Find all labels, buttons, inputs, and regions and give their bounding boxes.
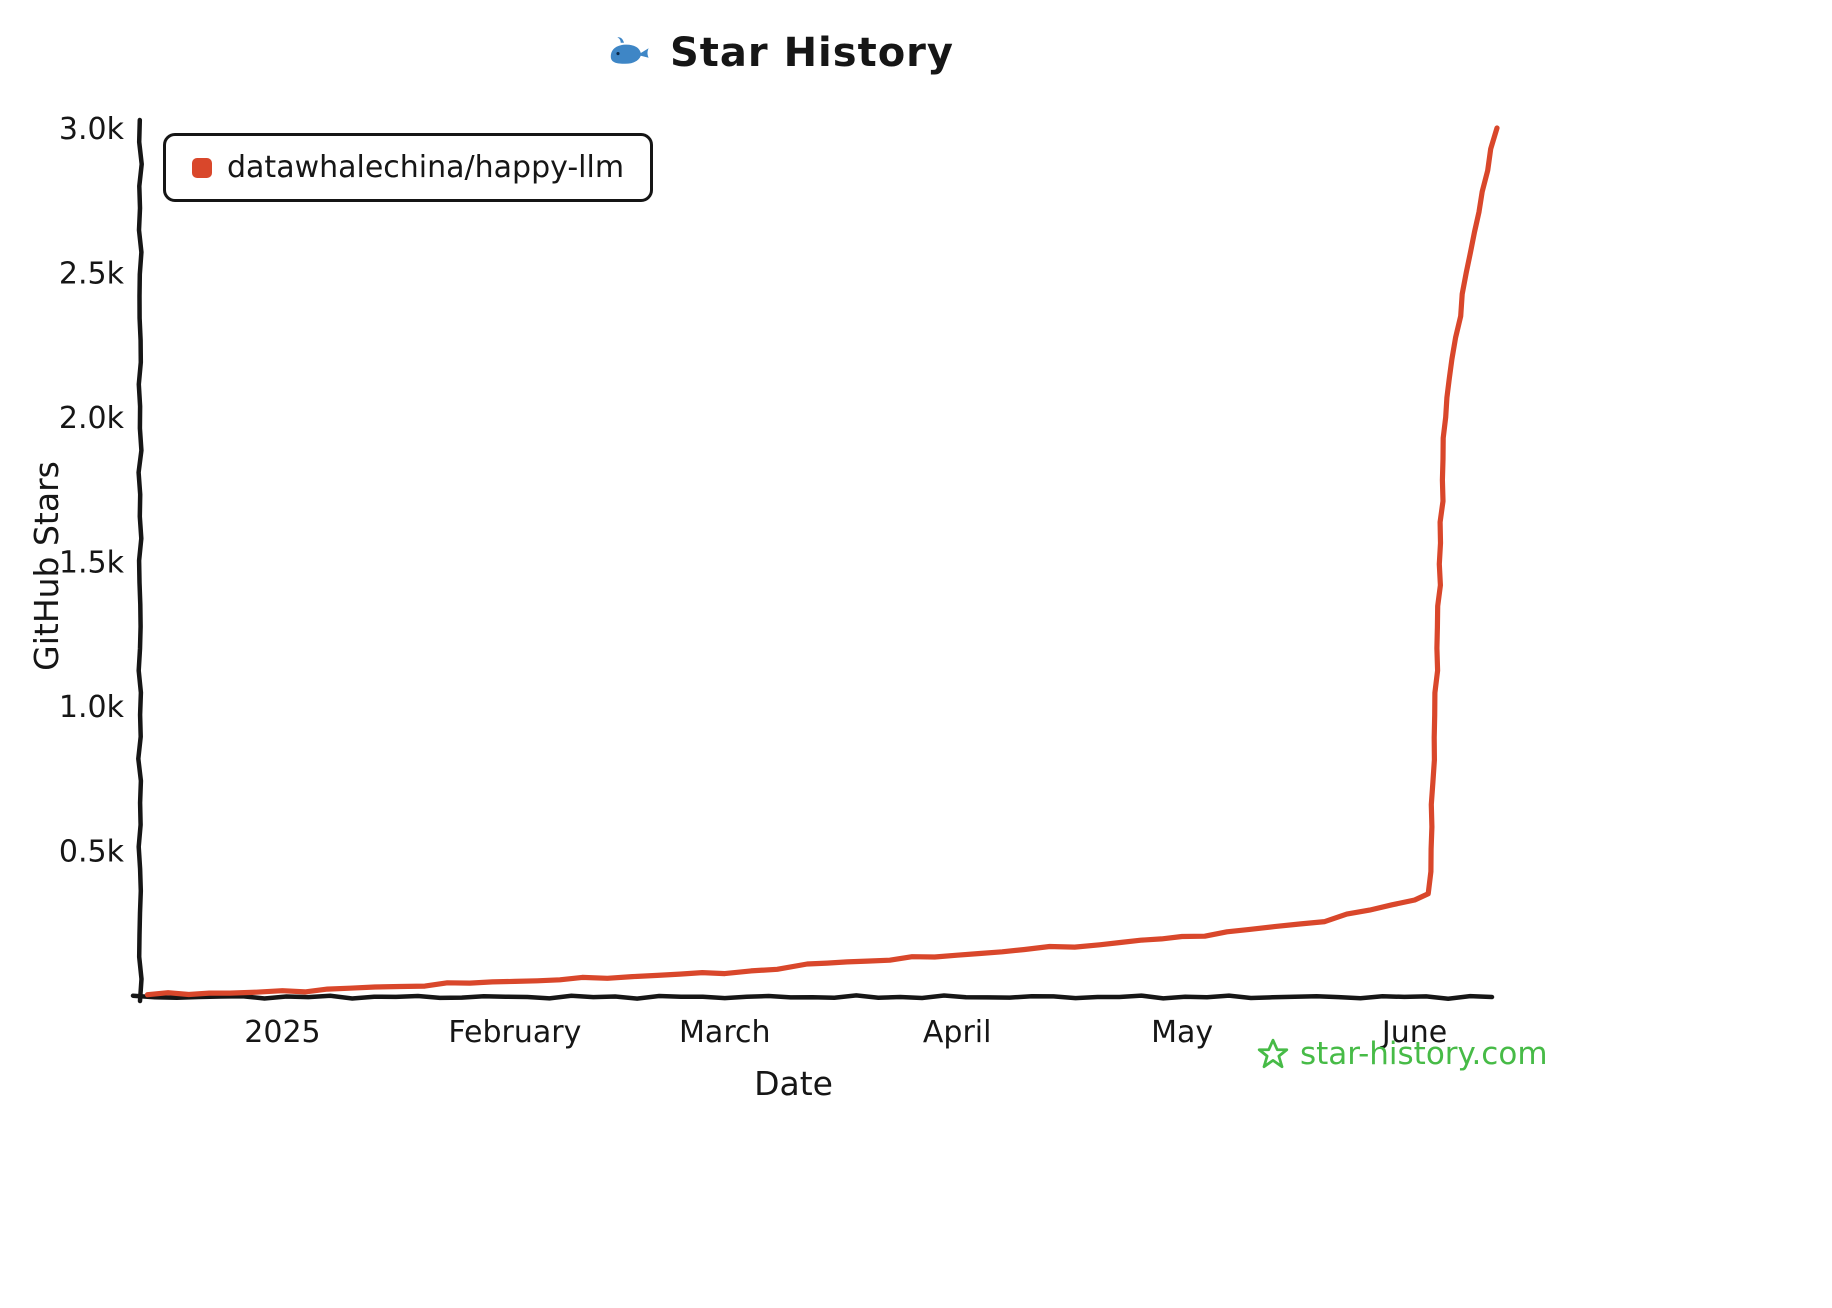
y-tick-label: 2.5k [59, 257, 125, 292]
site-credit-link[interactable]: star-history.com [1256, 1036, 1548, 1072]
y-tick-label: 1.0k [59, 690, 125, 725]
x-tick-label: February [448, 1015, 581, 1050]
y-axis-title: GitHub Stars [27, 461, 66, 671]
x-tick-label: May [1151, 1015, 1213, 1050]
legend: datawhalechina/happy-llm [163, 133, 654, 202]
x-axis [130, 993, 1495, 1001]
y-tick-label: 3.0k [59, 112, 125, 147]
y-tick-label: 0.5k [59, 835, 125, 870]
y-axis [136, 117, 144, 1004]
x-axis-title: Date [754, 1064, 833, 1103]
x-tick-label: June [1380, 1015, 1447, 1050]
site-credit-text: star-history.com [1300, 1036, 1548, 1072]
x-tick-label: 2025 [244, 1015, 320, 1050]
x-tick-label: March [679, 1015, 770, 1050]
x-tick-label: April [923, 1015, 992, 1050]
legend-label: datawhalechina/happy-llm [227, 150, 625, 185]
legend-swatch [192, 157, 212, 178]
y-tick-label: 1.5k [59, 546, 125, 581]
page-title: Star History [0, 30, 1560, 76]
whale-icon [606, 34, 654, 72]
page-title-text: Star History [670, 30, 954, 76]
series-line-0 [144, 125, 1500, 998]
star-icon [1256, 1037, 1290, 1071]
y-tick-label: 2.0k [59, 401, 125, 436]
